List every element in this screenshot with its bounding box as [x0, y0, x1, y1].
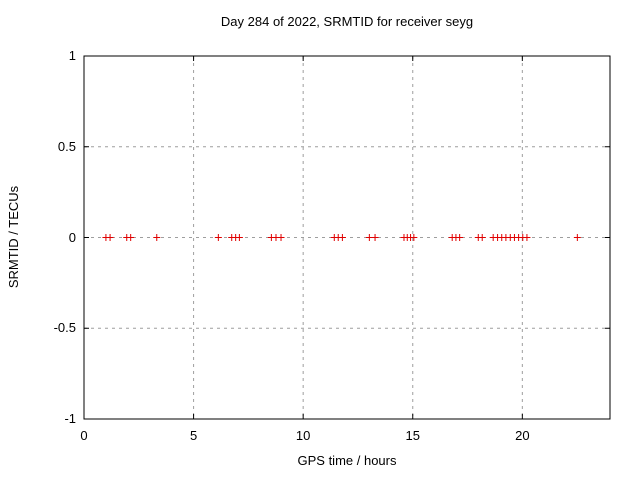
y-tick-label: 0 [68, 229, 76, 245]
x-tick-label: 5 [189, 428, 198, 443]
data-points [102, 234, 581, 241]
data-point-marker [371, 234, 379, 241]
x-tick-label: 20 [515, 428, 530, 443]
data-point-marker [235, 234, 243, 241]
axis-ticks [83, 55, 610, 420]
x-tick-label: 10 [295, 428, 311, 443]
data-point-marker [277, 234, 285, 241]
x-tick-label: 0 [80, 428, 88, 443]
y-tick-label: 0.5 [57, 138, 76, 154]
y-tick-label: -0.5 [53, 320, 76, 336]
data-point-marker [127, 234, 135, 241]
data-point-marker [338, 234, 346, 241]
data-point-marker [410, 234, 418, 241]
y-tick-label: 1 [68, 48, 76, 63]
data-point-marker [214, 234, 222, 241]
data-point-marker [153, 234, 161, 241]
gridlines [84, 56, 610, 419]
chart-title: Day 284 of 2022, SRMTID for receiver sey… [220, 14, 474, 29]
data-point-marker [478, 234, 486, 241]
x-axis-label: GPS time / hours [297, 453, 397, 468]
data-point-marker [523, 234, 531, 241]
data-point-marker [456, 234, 464, 241]
x-tick-label: 15 [405, 428, 420, 443]
y-tick-label: -1 [64, 411, 76, 426]
data-point-marker [106, 234, 114, 241]
data-point-marker [573, 234, 581, 241]
